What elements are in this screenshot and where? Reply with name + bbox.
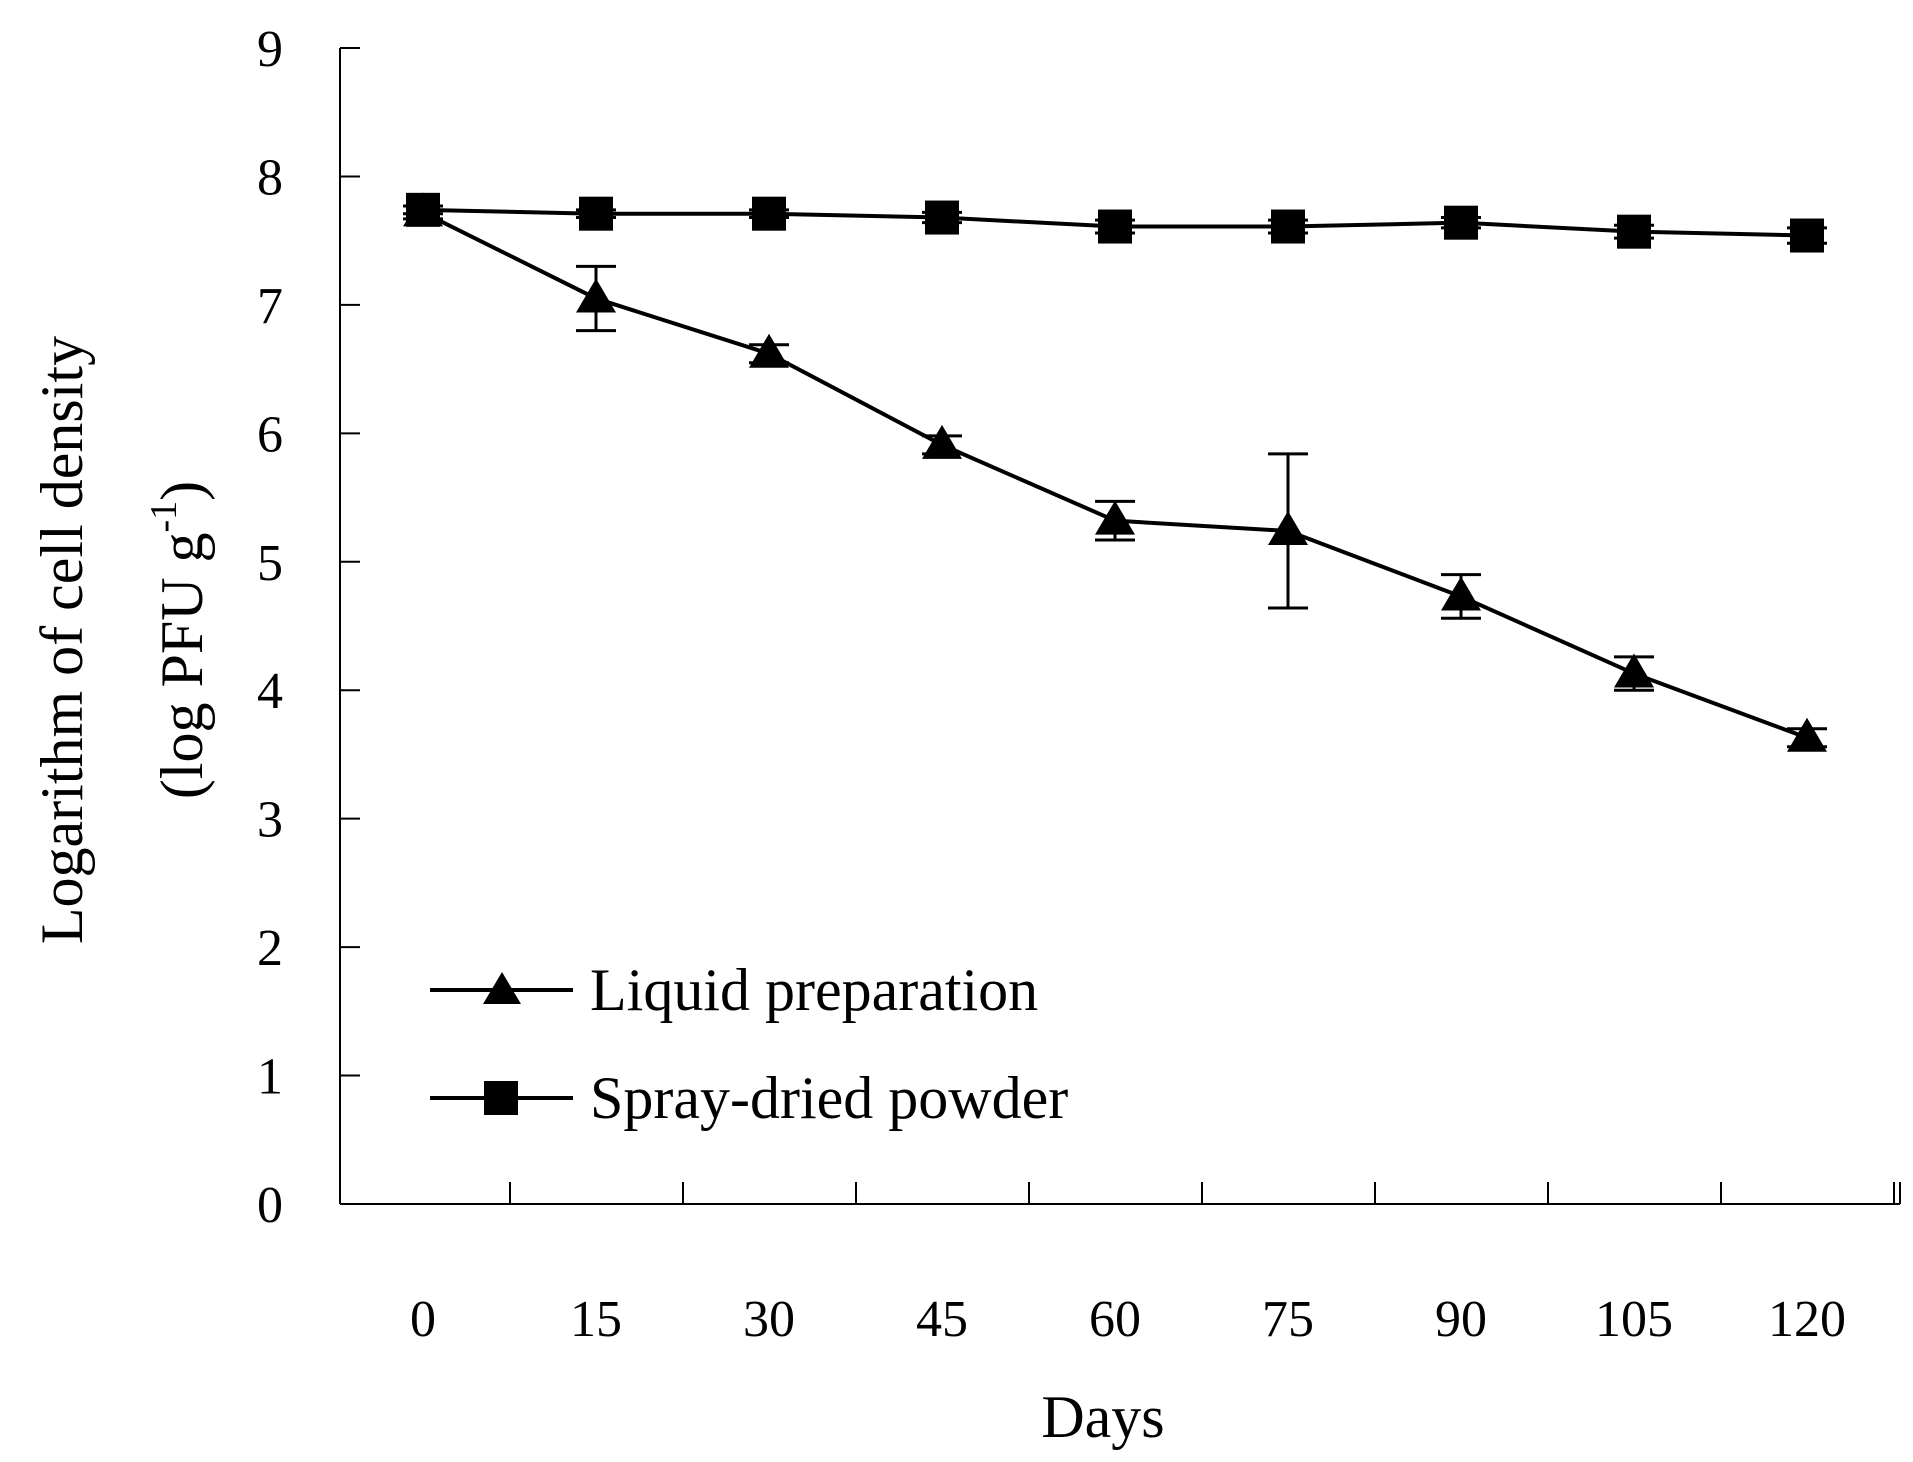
data-point-triangle [1787, 717, 1827, 752]
x-axis-title: Days [1041, 1384, 1164, 1450]
y-tick-label: 2 [257, 920, 283, 977]
y-axis-title-line1: Logarithm of cell density [29, 336, 95, 944]
data-point-square [1790, 218, 1824, 253]
y-tick-label: 4 [257, 663, 283, 720]
y-tick-label: 7 [257, 278, 283, 335]
x-tick-label: 60 [1089, 1291, 1141, 1348]
legend-item-spray: Spray-dried powder [430, 1065, 1068, 1131]
axes [339, 48, 1900, 1205]
y-axis-units: (log PFU g-1) [143, 481, 215, 799]
x-axis-ticks: 0 15 30 45 60 75 90 105 120 [410, 1182, 1901, 1348]
legend: Liquid preparation Spray-dried powder [430, 957, 1068, 1131]
x-tick-label: 0 [410, 1291, 436, 1348]
legend-label-spray: Spray-dried powder [590, 1065, 1068, 1131]
y-tick-label: 0 [257, 1177, 283, 1234]
x-tick-label: 75 [1262, 1291, 1314, 1348]
y-axis-unit-prefix: (log PFU g [149, 532, 215, 799]
x-tick-label: 30 [743, 1291, 795, 1348]
data-point-triangle [576, 278, 616, 313]
y-axis-ticks: 0 1 2 3 4 5 6 7 8 9 [257, 21, 360, 1234]
legend-item-liquid: Liquid preparation [430, 957, 1038, 1023]
y-tick-label: 5 [257, 535, 283, 592]
data-point-triangle [1441, 576, 1481, 611]
y-tick-label: 1 [257, 1049, 283, 1106]
data-point-square [579, 196, 613, 231]
y-axis-unit-suffix: ) [149, 481, 215, 501]
x-tick-label: 105 [1595, 1291, 1673, 1348]
data-point-square [406, 192, 440, 227]
x-tick-label: 120 [1768, 1291, 1846, 1348]
x-tick-label: 15 [570, 1291, 622, 1348]
legend-square-marker [484, 1081, 518, 1115]
y-tick-label: 3 [257, 792, 283, 849]
data-point-triangle [1095, 500, 1135, 535]
y-axis-title: Logarithm of cell density [29, 336, 95, 944]
y-tick-label: 8 [257, 149, 283, 206]
y-axis-unit-superscript: -1 [143, 501, 185, 533]
series-layer [403, 192, 1827, 752]
x-tick-label: 45 [916, 1291, 968, 1348]
data-point-triangle [922, 424, 962, 459]
data-point-square [1271, 209, 1305, 244]
series-liquid-preparation [403, 192, 1827, 752]
data-point-square [752, 196, 786, 231]
data-point-triangle [1268, 510, 1308, 545]
y-tick-label: 6 [257, 406, 283, 463]
data-point-triangle [1614, 653, 1654, 688]
data-point-triangle [749, 333, 789, 368]
x-tick-label: 90 [1435, 1291, 1487, 1348]
series-line [422, 210, 1808, 740]
series-spray-dried-powder [403, 192, 1827, 253]
data-point-square [1098, 209, 1132, 244]
y-tick-label: 9 [257, 21, 283, 78]
y-axis-title-line2: (log PFU g-1) [143, 481, 215, 799]
legend-label-liquid: Liquid preparation [590, 957, 1038, 1023]
data-point-square [1444, 205, 1478, 240]
data-point-square [1617, 214, 1651, 249]
data-point-square [925, 200, 959, 235]
legend-triangle-marker [483, 972, 521, 1004]
